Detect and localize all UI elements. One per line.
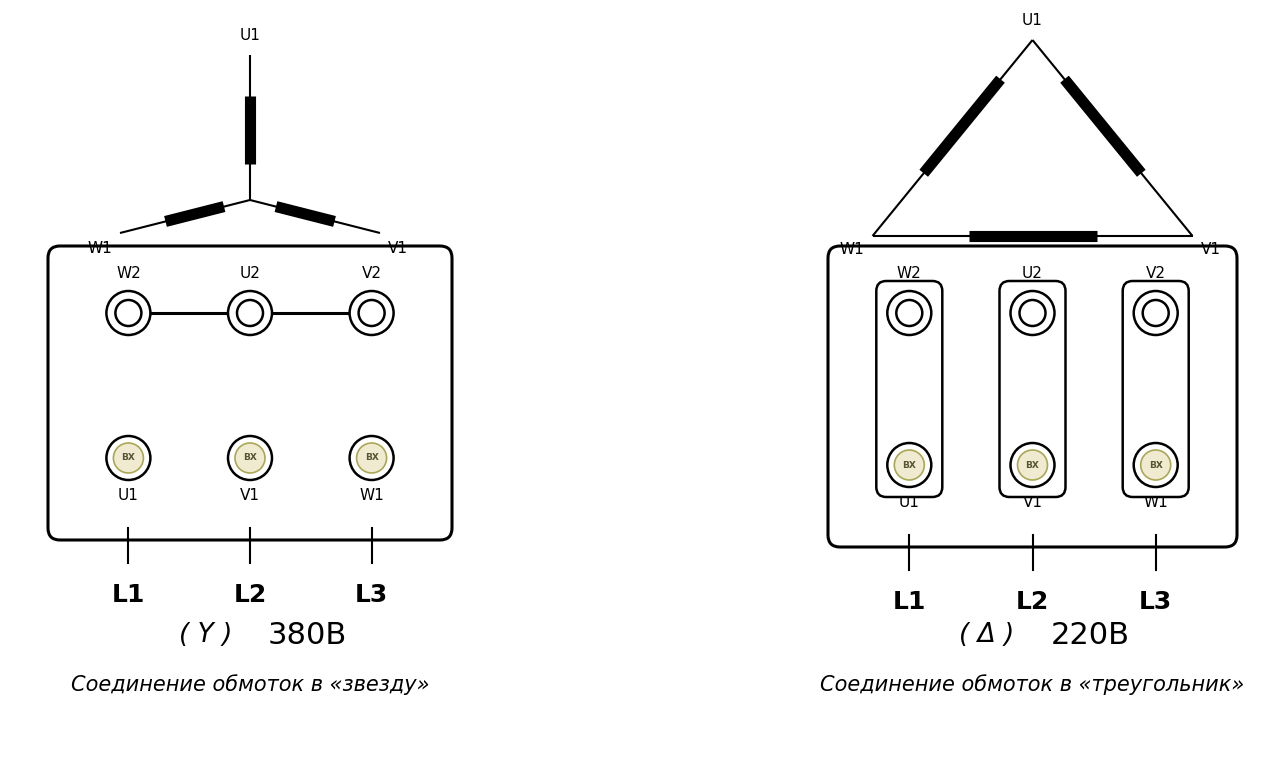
Text: L2: L2 [233, 583, 266, 607]
Circle shape [228, 436, 273, 480]
Text: W1: W1 [840, 242, 864, 257]
Text: W1: W1 [1143, 495, 1169, 510]
Circle shape [114, 443, 143, 473]
Text: ( Δ ): ( Δ ) [959, 622, 1015, 648]
Circle shape [1010, 291, 1055, 335]
Text: V1: V1 [241, 488, 260, 503]
Text: L3: L3 [355, 583, 388, 607]
Circle shape [106, 436, 151, 480]
Circle shape [895, 450, 924, 480]
Text: U1: U1 [118, 488, 138, 503]
Circle shape [237, 300, 262, 326]
Circle shape [357, 443, 387, 473]
Text: Соединение обмоток в «звезду»: Соединение обмоток в «звезду» [70, 675, 429, 696]
Text: W1: W1 [87, 241, 113, 256]
FancyBboxPatch shape [1123, 281, 1189, 497]
Circle shape [349, 436, 394, 480]
Text: U1: U1 [1021, 13, 1043, 28]
Text: L2: L2 [1016, 590, 1050, 614]
Text: V1: V1 [1023, 495, 1042, 510]
Circle shape [228, 291, 273, 335]
Circle shape [1143, 300, 1169, 326]
Circle shape [1010, 443, 1055, 487]
Text: U2: U2 [239, 266, 260, 281]
Text: V2: V2 [361, 266, 381, 281]
Circle shape [349, 291, 394, 335]
Text: W2: W2 [116, 266, 141, 281]
Text: BX: BX [243, 453, 257, 463]
Text: BX: BX [1025, 460, 1039, 470]
Text: V1: V1 [388, 241, 408, 256]
Circle shape [236, 443, 265, 473]
Circle shape [887, 443, 932, 487]
Circle shape [896, 300, 923, 326]
Text: Соединение обмоток в «треугольник»: Соединение обмоток в «треугольник» [820, 675, 1244, 696]
Circle shape [1134, 443, 1178, 487]
Text: W1: W1 [360, 488, 384, 503]
Text: BX: BX [1148, 460, 1162, 470]
Circle shape [106, 291, 151, 335]
FancyBboxPatch shape [49, 246, 452, 540]
Text: U2: U2 [1021, 266, 1043, 281]
Text: BX: BX [902, 460, 916, 470]
Text: 220В: 220В [1051, 620, 1129, 650]
Text: L1: L1 [892, 590, 925, 614]
Circle shape [1134, 291, 1178, 335]
Text: V2: V2 [1146, 266, 1166, 281]
Text: BX: BX [365, 453, 379, 463]
Circle shape [1140, 450, 1171, 480]
Text: U1: U1 [899, 495, 920, 510]
Text: V1: V1 [1201, 242, 1221, 257]
Text: ( Y ): ( Y ) [179, 622, 232, 648]
Text: L1: L1 [111, 583, 145, 607]
Text: L3: L3 [1139, 590, 1172, 614]
Text: 380В: 380В [268, 620, 347, 650]
Text: U1: U1 [239, 28, 260, 43]
Circle shape [1018, 450, 1047, 480]
FancyBboxPatch shape [828, 246, 1236, 547]
Circle shape [1019, 300, 1046, 326]
Circle shape [358, 300, 384, 326]
Text: BX: BX [122, 453, 136, 463]
FancyBboxPatch shape [877, 281, 942, 497]
Circle shape [887, 291, 932, 335]
Circle shape [115, 300, 141, 326]
Text: W2: W2 [897, 266, 922, 281]
FancyBboxPatch shape [1000, 281, 1065, 497]
